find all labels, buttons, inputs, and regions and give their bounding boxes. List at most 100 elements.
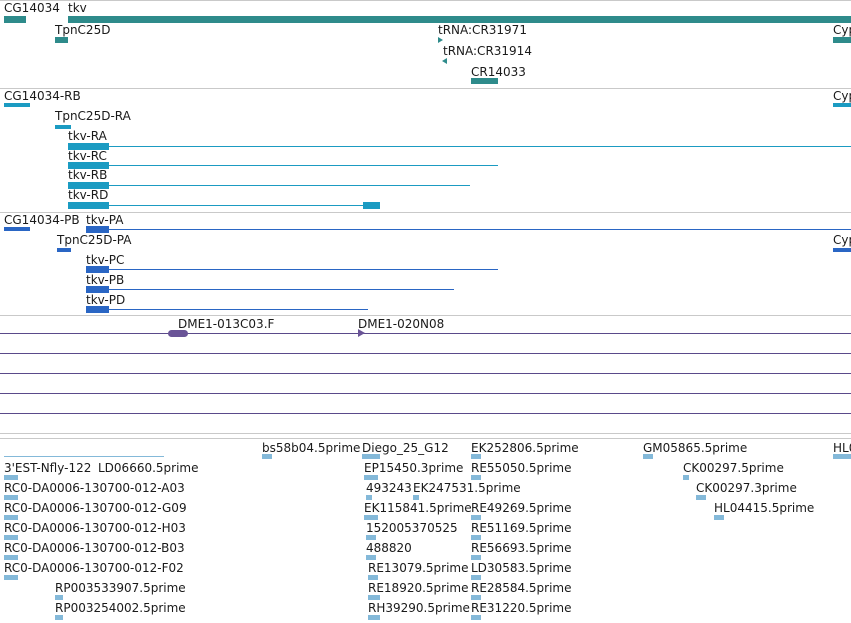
protein-tkv-PA-intron [86, 229, 851, 230]
est-label: EK252806.5prime [471, 441, 579, 455]
track-separator [0, 438, 851, 439]
est-glyph[interactable] [364, 515, 378, 520]
est-glyph[interactable] [471, 454, 481, 459]
gene-label: CR14033 [471, 65, 526, 79]
est-label: RC0-DA0006-130700-012-G09 [4, 501, 187, 515]
protein-Cyp[interactable] [833, 248, 851, 252]
gene-TpnC25D[interactable] [55, 37, 68, 43]
est-glyph[interactable] [4, 575, 18, 580]
est-glyph[interactable] [471, 595, 481, 600]
est-label: 3'EST-Nfly-122 [4, 461, 92, 475]
est-label: 488820 [366, 541, 412, 555]
est-glyph[interactable] [362, 454, 380, 459]
gene-label: TpnC25D [55, 23, 111, 37]
est-glyph[interactable] [368, 575, 378, 580]
protein-tkv-PC[interactable] [86, 266, 109, 273]
est-glyph[interactable] [471, 475, 481, 480]
transcript-tkv-RC-intron [68, 165, 498, 166]
est-glyph[interactable] [262, 454, 272, 459]
transcript-label: tkv-RD [68, 188, 109, 202]
est-label: RH39290.5prime [368, 601, 470, 615]
gene-Cyp[interactable] [833, 37, 851, 43]
gene-label: tkv [68, 1, 87, 15]
est-glyph[interactable] [471, 615, 481, 620]
transcript-tkv-RA[interactable] [68, 143, 109, 150]
transcript-tkv-RD[interactable] [68, 202, 109, 209]
est-glyph[interactable] [368, 595, 380, 600]
transcript-tkv-RD-intron [68, 205, 380, 206]
est-glyph[interactable] [55, 615, 63, 620]
est-glyph[interactable] [4, 475, 18, 480]
transcript-tkv-RB[interactable] [68, 182, 109, 189]
track-separator [0, 212, 851, 213]
est-label: RC0-DA0006-130700-012-A03 [4, 481, 185, 495]
protein-CG14034-PB[interactable] [4, 227, 30, 231]
est-label: RP003533907.5prime [55, 581, 186, 595]
est-glyph[interactable] [683, 475, 689, 480]
transcript-tkv-RD-exon[interactable] [363, 202, 380, 209]
est-glyph[interactable] [413, 495, 419, 500]
gene-CG14034[interactable] [4, 16, 26, 23]
transcript-label: tkv-RB [68, 168, 108, 182]
gene-tRNA-CR31914-glyph[interactable] [442, 58, 447, 64]
track-separator [0, 433, 851, 434]
est-glyph[interactable] [714, 515, 724, 520]
est-glyph[interactable] [366, 495, 372, 500]
protein-label: tkv-PB [86, 273, 125, 287]
clone-DME1-020N08-glyph[interactable] [358, 329, 365, 337]
est-label: RE13079.5prime [368, 561, 469, 575]
est-label: RC0-DA0006-130700-012-H03 [4, 521, 186, 535]
est-glyph[interactable] [471, 535, 481, 540]
transcript-CG14034-RB[interactable] [4, 103, 30, 107]
est-label: Diego_25_G12 [362, 441, 449, 455]
est-label: RP003254002.5prime [55, 601, 186, 615]
est-label: EP15450.3prime [364, 461, 464, 475]
transcript-tkv-RB-intron [68, 185, 470, 186]
est-glyph[interactable] [364, 475, 378, 480]
protein-tkv-PA[interactable] [86, 226, 109, 233]
protein-tkv-PD[interactable] [86, 306, 109, 313]
est-glyph[interactable] [4, 555, 18, 560]
est-glyph[interactable] [471, 515, 481, 520]
est-label: EK247531.5prime [413, 481, 521, 495]
est-glyph[interactable] [643, 454, 653, 459]
est-label: CK00297.3prime [696, 481, 797, 495]
est-label: RE51169.5prime [471, 521, 572, 535]
gene-tkv[interactable] [68, 16, 851, 23]
protein-tkv-PB-intron [86, 289, 454, 290]
est-glyph[interactable] [366, 555, 376, 560]
transcript-label: Cyp [833, 89, 851, 103]
protein-label: Cyp [833, 233, 851, 247]
protein-TpnC25D-PA[interactable] [57, 248, 71, 252]
transcript-tkv-RC[interactable] [68, 162, 109, 169]
est-glyph[interactable] [368, 615, 380, 620]
gene-tRNA-CR31971-glyph[interactable] [438, 37, 443, 43]
est-glyph[interactable] [471, 555, 481, 560]
clone-label: DME1-020N08 [358, 317, 445, 331]
est-glyph[interactable] [55, 595, 63, 600]
gene-CR14033[interactable] [471, 78, 498, 84]
transcript-label: CG14034-RB [4, 89, 81, 103]
est-glyph[interactable] [4, 495, 18, 500]
est-glyph[interactable] [366, 535, 376, 540]
est-label: CK00297.5prime [683, 461, 784, 475]
est-label: RC0-DA0006-130700-012-F02 [4, 561, 184, 575]
est-glyph[interactable] [471, 575, 481, 580]
est-glyph[interactable] [696, 495, 706, 500]
est-label: RE55050.5prime [471, 461, 572, 475]
protein-label: tkv-PD [86, 293, 126, 307]
clone-DME1-013C03-F[interactable] [168, 330, 188, 337]
est-label: RE49269.5prime [471, 501, 572, 515]
est-glyph[interactable] [4, 535, 18, 540]
transcript-TpnC25D-RA[interactable] [55, 125, 71, 129]
transcript-tkv-RA-intron [68, 146, 851, 147]
est-glyph[interactable] [4, 515, 18, 520]
transcript-Cyp[interactable] [833, 103, 851, 107]
clone-track-line [0, 393, 851, 394]
transcript-label: tkv-RA [68, 129, 107, 143]
est-glyph[interactable] [833, 454, 851, 459]
clone-line [0, 333, 851, 334]
protein-tkv-PB[interactable] [86, 286, 109, 293]
est-label: 493243 [366, 481, 412, 495]
